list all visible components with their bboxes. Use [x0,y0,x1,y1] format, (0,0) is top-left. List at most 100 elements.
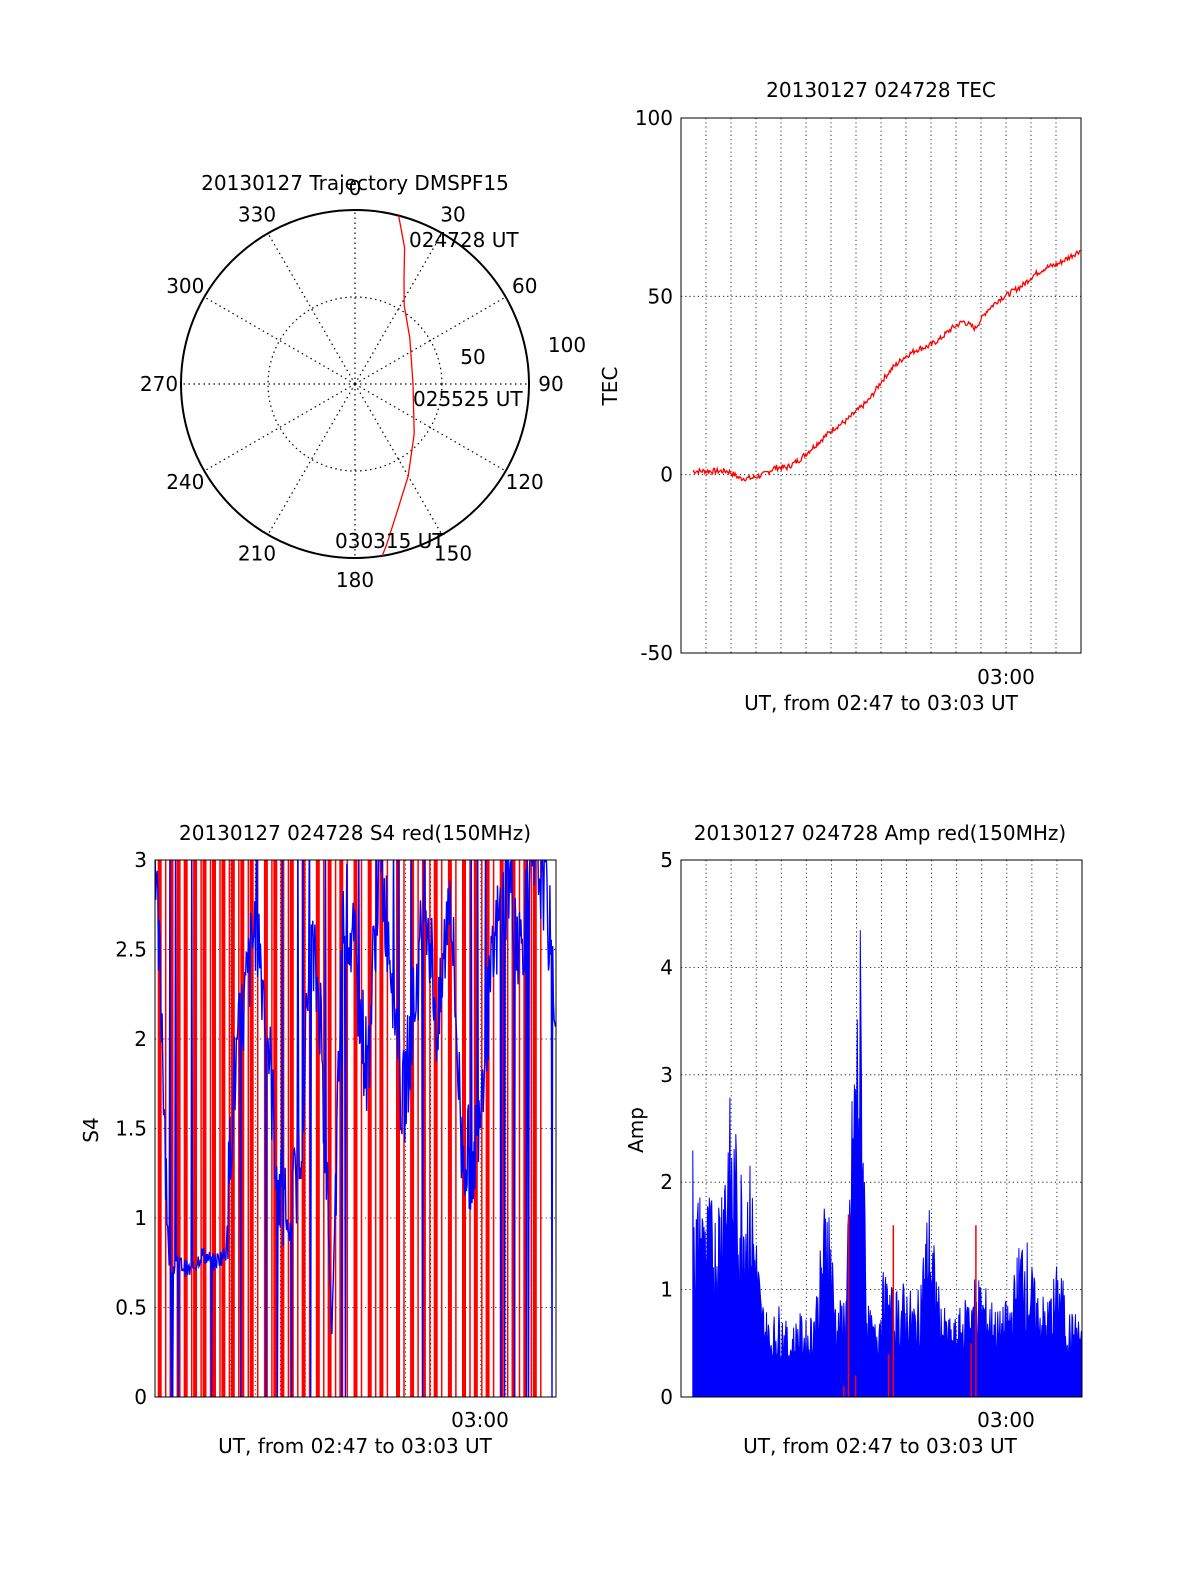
amp-title: 20130127 024728 Amp red(150MHz) [694,821,1066,845]
tec-y-tick--50: -50 [640,641,673,665]
polar-trajectory-chart: 20130127 Trajectory DMSPF15 0 30 60 90 120 15… [140,171,586,592]
polar-angle-label-300: 300 [166,274,204,298]
polar-spoke-60 [354,296,506,385]
s4-y-tick-2: 2 [134,1027,147,1051]
amp-y-tick-4: 4 [660,955,673,979]
polar-spoke-300 [204,296,356,385]
s4-y-tick-0: 0 [134,1385,147,1409]
amp-y-tick-2: 2 [660,1170,673,1194]
s4-title: 20130127 024728 S4 red(150MHz) [179,821,531,845]
s4-red-spike [433,860,438,1397]
tec-title: 20130127 024728 TEC [766,78,996,102]
polar-radius-label-100: 100 [548,333,586,357]
s4-y-tick-1: 1 [134,1206,147,1230]
polar-spoke-330 [267,233,356,385]
s4-red-spike [485,860,490,1397]
s4-x-tick-label: 03:00 [451,1408,509,1432]
polar-angle-label-120: 120 [506,470,544,494]
s4-red-spike [379,860,384,1397]
polar-title: 20130127 Trajectory DMSPF15 [201,171,509,195]
trajectory-start-label: 024728 UT [409,228,519,252]
polar-spoke-210 [267,383,356,535]
polar-angle-label-180: 180 [336,568,374,592]
s4-red-spike [169,860,174,1397]
polar-angle-label-240: 240 [166,470,204,494]
amp-y-tick-1: 1 [660,1278,673,1302]
polar-angle-labels: 0 30 60 90 120 150 180 210 240 270 300 330 [140,176,564,592]
s4-y-tick-3: 3 [134,848,147,872]
polar-radius-label-50: 50 [460,345,485,369]
polar-angle-label-90: 90 [538,372,563,396]
polar-angle-label-270: 270 [140,372,178,396]
polar-angle-label-60: 60 [512,274,537,298]
amp-y-tick-5: 5 [660,848,673,872]
polar-angle-label-30: 30 [440,202,465,226]
s4-red-spike [176,860,181,1397]
polar-ring-50 [267,296,443,472]
tec-series-line [692,249,1081,482]
amp-x-axis-label: UT, from 02:47 to 03:03 UT [743,1434,1018,1458]
s4-red-spike [202,860,207,1397]
polar-angle-label-0: 0 [349,176,362,200]
s4-plot-frame [154,859,557,1398]
tec-y-tick-labels: -50 0 50 100 [635,106,673,665]
s4-red-spike [221,860,226,1397]
s4-red-spike [212,860,216,1397]
tec-y-tick-100: 100 [635,106,673,130]
s4-red-spike [273,860,278,1397]
s4-y-tick-2.5: 2.5 [115,938,147,962]
tec-y-axis-label: TEC [598,367,622,407]
s4-red-spike [240,860,245,1397]
polar-spoke-150 [354,383,443,535]
polar-angle-label-210: 210 [238,542,276,566]
s4-y-tick-1.5: 1.5 [115,1117,147,1141]
s4-red-spike [353,860,358,1397]
s4-red-spike [327,860,332,1397]
polar-grid [181,210,529,558]
s4-red-spike [396,860,400,1397]
s4-red-spike [193,860,198,1397]
amp-chart: 20130127 024728 Amp red(150MHz) 0 1 2 3 4 5 A… [624,821,1083,1458]
s4-red-spike [157,860,162,1397]
tec-y-tick-50: 50 [648,284,673,308]
s4-red-spike [523,860,528,1397]
tec-y-tick-0: 0 [660,463,673,487]
trajectory-end-label: 030315 UT [335,529,445,553]
s4-y-tick-labels: 0 0.5 1 1.5 2 2.5 3 [115,848,147,1409]
tec-plot-frame [680,117,1082,654]
s4-red-spike [462,860,466,1397]
polar-spoke-120 [354,383,506,472]
s4-red-spike [447,860,452,1397]
amp-plot-frame [680,859,1083,1398]
amp-y-axis-label: Amp [624,1107,648,1153]
trajectory-mid-label: 025525 UT [413,387,523,411]
s4-red-spike [421,860,426,1397]
s4-red-spike [532,860,537,1397]
tec-x-tick-label: 03:00 [977,665,1035,689]
polar-spoke-30 [354,233,443,385]
trajectory-line [381,215,415,557]
amp-y-tick-3: 3 [660,1063,673,1087]
polar-spoke-240 [204,383,356,472]
s4-y-axis-label: S4 [79,1117,103,1142]
s4-x-axis-label: UT, from 02:47 to 03:03 UT [218,1434,493,1458]
amp-y-tick-0: 0 [660,1385,673,1409]
s4-red-spike [249,860,254,1397]
polar-angle-label-150: 150 [434,542,472,566]
s4-red-spike [410,860,415,1397]
amp-blue-series-area [692,930,1082,1397]
polar-angle-label-330: 330 [238,202,276,226]
s4-chart: 20130127 024728 S4 red(150MHz) 0 0.5 1 1.5 2… [79,821,557,1458]
amp-x-tick-label: 03:00 [977,1408,1035,1432]
polar-outer-circle [180,209,530,559]
amp-y-tick-labels: 0 1 2 3 4 5 [660,848,673,1409]
s4-blue-series-line [155,860,556,1397]
tec-grid [681,118,1081,653]
s4-red-spike [315,860,320,1397]
s4-y-tick-0.5: 0.5 [115,1296,147,1320]
amp-red-series [843,1214,977,1397]
tec-x-axis-label: UT, from 02:47 to 03:03 UT [744,691,1019,715]
